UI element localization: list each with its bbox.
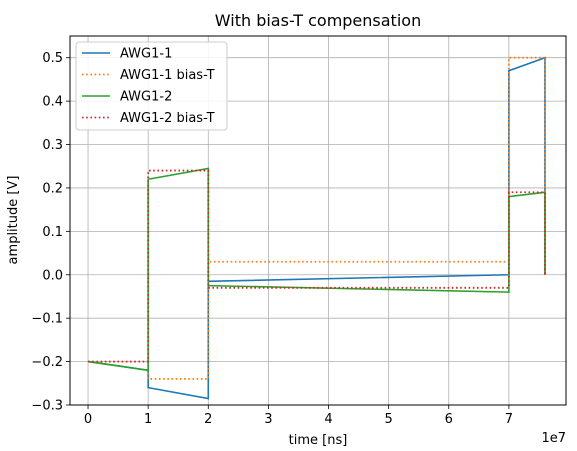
x-tick-label: 1 <box>144 412 152 427</box>
x-tick-label: 6 <box>445 412 453 427</box>
x-tick-label: 3 <box>264 412 272 427</box>
legend-label: AWG1-1 <box>120 47 172 62</box>
y-tick-label: 0.2 <box>42 181 63 196</box>
plot-frame <box>69 35 567 406</box>
axis-ticks: 0 1 2 3 4 5 6 7 −0.3 −0.2 −0.1 0.0 0.1 0.2 0.3 0.4 0.5 <box>31 51 513 427</box>
x-axis-title: time [ns] <box>289 433 348 448</box>
x-offset-label: 1e7 <box>541 431 566 446</box>
y-tick-label: −0.1 <box>31 312 63 327</box>
series-lines <box>87 56 546 400</box>
series-line <box>88 169 546 363</box>
legend-label: AWG1-1 bias-T <box>120 68 215 83</box>
legend: AWG1-1 AWG1-1 bias-T AWG1-2 AWG1-2 bias-T <box>75 41 228 131</box>
legend-label: AWG1-2 bias-T <box>120 111 215 126</box>
y-tick-label: 0.5 <box>42 51 63 66</box>
legend-label: AWG1-2 <box>120 90 172 105</box>
chart-title: With bias-T compensation <box>215 11 421 30</box>
y-tick-label: −0.2 <box>31 355 63 370</box>
y-tick-label: 0.4 <box>42 95 63 110</box>
y-tick-label: 0.3 <box>42 138 63 153</box>
x-tick-label: 7 <box>505 412 513 427</box>
y-tick-label: −0.3 <box>31 399 63 414</box>
x-tick-label: 2 <box>204 412 212 427</box>
y-tick-label: 0.0 <box>42 268 63 283</box>
y-tick-label: 0.1 <box>42 225 63 240</box>
x-tick-label: 5 <box>385 412 393 427</box>
x-tick-label: 0 <box>84 412 92 427</box>
legend-box <box>75 41 228 131</box>
y-axis-title: amplitude [V] <box>6 176 21 265</box>
series-line <box>87 167 546 372</box>
x-tick-label: 4 <box>324 412 332 427</box>
